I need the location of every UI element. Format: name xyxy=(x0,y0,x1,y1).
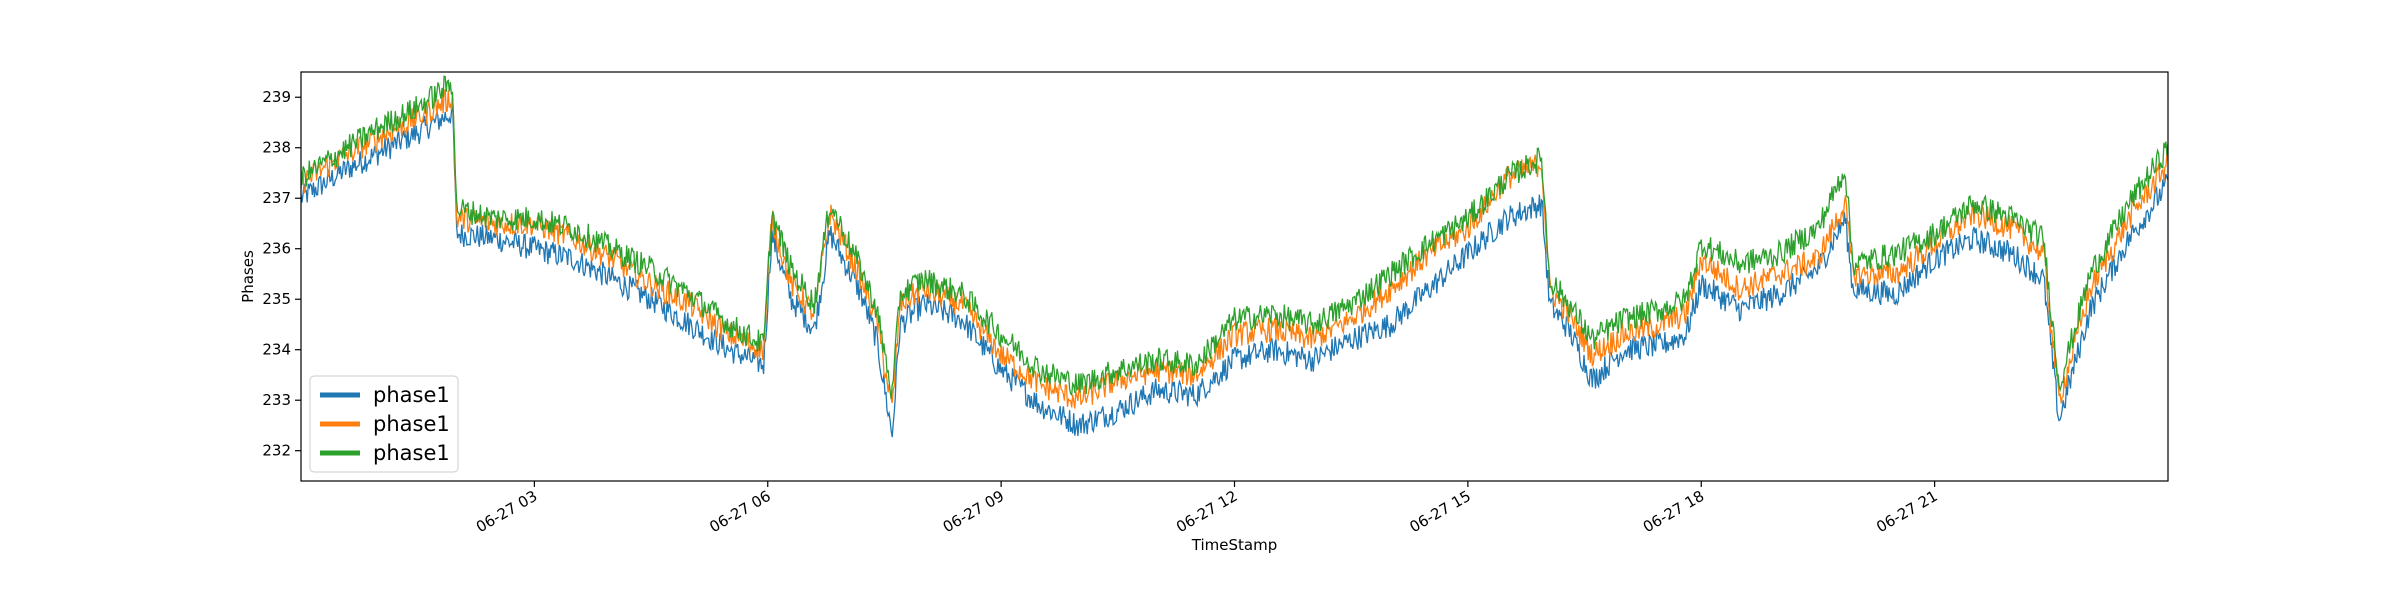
x-tick-label: 06-27 03 xyxy=(473,487,540,536)
x-tick-label: 06-27 12 xyxy=(1173,487,1240,536)
series-line-1 xyxy=(301,100,2168,438)
series-layer xyxy=(301,75,2168,438)
y-tick-label: 238 xyxy=(262,139,291,157)
x-tick-label: 06-27 06 xyxy=(706,487,773,536)
legend: phase1 phase1 phase1 xyxy=(309,375,459,473)
y-axis-label: Phases xyxy=(239,250,257,303)
x-tick-label: 06-27 18 xyxy=(1640,487,1707,536)
x-tick-label: 06-27 09 xyxy=(940,487,1007,536)
y-tick-label: 232 xyxy=(262,442,291,460)
x-axis: 06-27 03 06-27 06 06-27 09 06-27 12 06-27 15… xyxy=(473,481,1941,536)
legend-label: phase1 xyxy=(373,412,450,436)
series-line-3 xyxy=(301,75,2168,399)
y-tick-label: 237 xyxy=(262,189,291,207)
y-tick-label: 236 xyxy=(262,240,291,258)
legend-label: phase1 xyxy=(373,383,450,407)
y-tick-label: 233 xyxy=(262,391,291,409)
y-tick-label: 239 xyxy=(262,88,291,106)
series-line-2 xyxy=(301,89,2168,409)
legend-box xyxy=(309,375,459,473)
x-tick-label: 06-27 15 xyxy=(1406,487,1473,536)
y-tick-label: 234 xyxy=(262,341,291,359)
legend-label: phase1 xyxy=(373,441,450,465)
y-axis: 232 233 234 235 236 237 238 239 xyxy=(262,88,301,460)
x-axis-label: TimeStamp xyxy=(1191,536,1277,554)
y-tick-label: 235 xyxy=(262,290,291,308)
x-tick-label: 06-27 21 xyxy=(1873,487,1940,536)
